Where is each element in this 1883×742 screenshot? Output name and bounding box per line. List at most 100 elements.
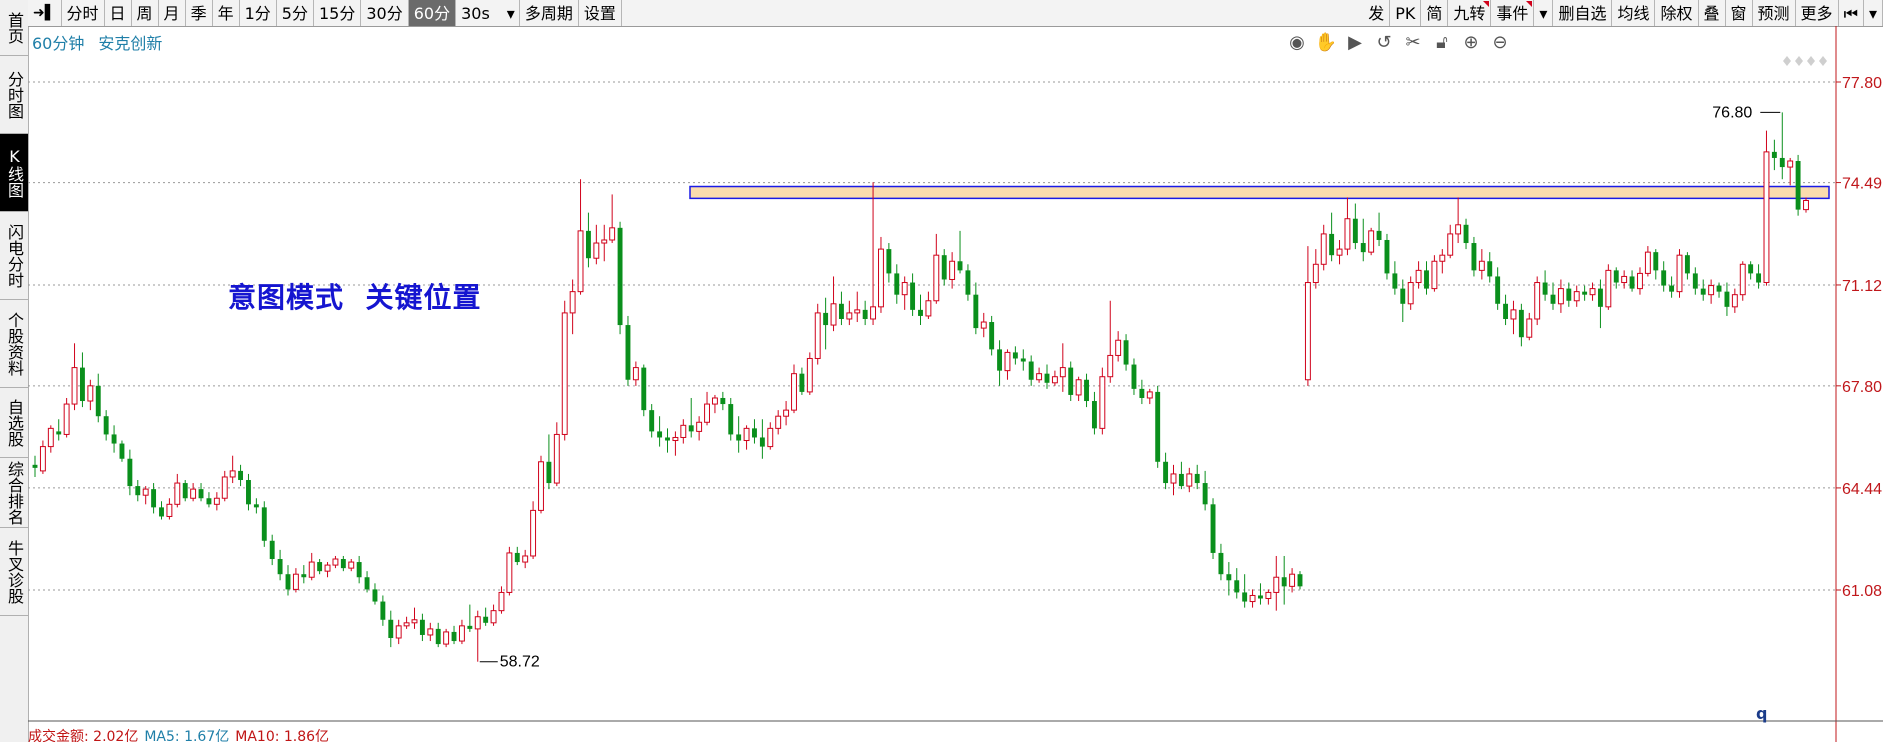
candle-body [736, 434, 742, 441]
function-button-7[interactable]: 除权 [1655, 0, 1699, 26]
y-tick-label: 71.12 [1842, 278, 1882, 295]
function-button-10[interactable]: 预测 [1753, 0, 1796, 26]
candle-body [458, 625, 465, 642]
period-button-7[interactable]: 5分 [277, 0, 314, 26]
candle-body [1716, 285, 1722, 292]
zoom-in-icon[interactable]: ⊕ [1463, 31, 1479, 53]
candle-body [632, 367, 639, 381]
candle-body [356, 562, 362, 578]
candle-body [395, 625, 402, 639]
period-button-11[interactable]: 30s ▾ [456, 0, 520, 26]
hand-icon[interactable]: ✋ [1314, 31, 1338, 53]
period-button-1[interactable]: 日 [105, 0, 132, 26]
candle-body [593, 242, 600, 259]
candle-body [1589, 288, 1596, 296]
zoom-out-icon[interactable]: ⊖ [1492, 31, 1508, 53]
period-button-13[interactable]: 设置 [579, 0, 622, 26]
candle-body [1012, 352, 1018, 359]
function-button-11[interactable]: 更多 [1796, 0, 1839, 26]
period-button-label: 月 [163, 3, 180, 23]
left-nav-item-5[interactable]: 自选股 [0, 388, 28, 458]
eye-icon[interactable]: ◉ [1289, 31, 1305, 53]
period-button-5[interactable]: 年 [213, 0, 240, 26]
left-nav-item-0[interactable]: 首页 [0, 0, 28, 56]
candle-body [1226, 574, 1232, 581]
more-dropdown-icon[interactable]: ▾ [1864, 0, 1883, 26]
period-button-10[interactable]: 60分 [408, 0, 457, 26]
candle-body [1075, 379, 1082, 396]
y-tick-label: 64.44 [1842, 481, 1882, 498]
candle-body [1249, 594, 1256, 603]
function-button-8[interactable]: 叠 [1699, 0, 1726, 26]
period-button-12[interactable]: 多周期 [520, 0, 579, 26]
candle-body [711, 397, 718, 405]
period-button-6[interactable]: 1分 [240, 0, 277, 26]
scissors-icon[interactable]: ✂ [1405, 31, 1421, 53]
candle-body [1771, 151, 1777, 158]
candle-body [301, 574, 307, 578]
period-button-4[interactable]: 季 [186, 0, 213, 26]
candle-body [918, 309, 923, 316]
candle-body [1407, 282, 1414, 305]
chart-header: 60分钟 安克创新 [32, 30, 162, 54]
candle-body [1304, 282, 1311, 381]
candle-body [965, 270, 971, 295]
candle-body [617, 227, 623, 326]
left-nav-item-4[interactable]: 个股资料 [0, 300, 28, 388]
period-button-3[interactable]: 月 [159, 0, 186, 26]
candle-body [775, 415, 782, 429]
period-button-label: 设置 [583, 3, 616, 23]
left-nav-item-2[interactable]: K线图 [0, 134, 28, 212]
candle-body [1107, 354, 1114, 378]
dropdown-arrow-icon[interactable]: ▾ [506, 3, 515, 23]
kline-chart[interactable]: 77.80 74.49 71.12 67.80 64.44 61.08 76.80 58.72… [28, 26, 1883, 742]
undo-icon[interactable]: ↺ [1376, 31, 1392, 53]
function-button-3[interactable]: 九转 [1448, 0, 1492, 26]
candle-body [292, 573, 299, 590]
turnover-label: 成交金额: 2.02亿 [28, 729, 139, 742]
play-icon[interactable]: ▶ [1348, 31, 1362, 53]
function-button-5[interactable]: 删自选 [1553, 0, 1613, 26]
chart-annotation: 意图模式 关键位置 [228, 281, 482, 314]
period-button-8[interactable]: 15分 [314, 0, 362, 26]
left-nav-item-1[interactable]: 分时图 [0, 56, 28, 134]
candle-body [1597, 288, 1603, 307]
candle-body [1787, 160, 1794, 168]
candle-body [427, 628, 434, 636]
candle-body [1194, 473, 1200, 484]
left-nav-item-7[interactable]: 牛叉诊股 [0, 528, 28, 616]
candle-body [1336, 248, 1343, 256]
ma5-label: MA5: 1.67亿 [144, 729, 230, 742]
function-button-label: PK [1395, 3, 1416, 23]
function-button-1[interactable]: PK [1390, 0, 1422, 26]
candle-body [799, 373, 805, 392]
key-zone-box [689, 185, 1830, 200]
candle-body [910, 282, 916, 310]
candle-body [1123, 340, 1129, 365]
function-button-9[interactable]: 窗 [1726, 0, 1753, 26]
jump-first-icon[interactable]: ⏮ [1839, 0, 1864, 26]
left-nav-item-6[interactable]: 综合排名 [0, 458, 28, 528]
function-button-6[interactable]: 均线 [1612, 0, 1656, 26]
function-button-4[interactable]: 事件 [1491, 0, 1535, 26]
candle-body [1139, 388, 1145, 398]
period-button-2[interactable]: 周 [132, 0, 159, 26]
function-button-label: 简 [1426, 3, 1443, 23]
period-button-9[interactable]: 30分 [361, 0, 409, 26]
period-button-0[interactable]: 分时 [62, 0, 105, 26]
period-button-label: 60分 [413, 3, 451, 23]
candle-body [174, 482, 181, 505]
function-button-0[interactable]: 发 [1363, 0, 1391, 26]
left-nav-item-3[interactable]: 闪电分时 [0, 212, 28, 300]
candle-body [1210, 504, 1216, 553]
candle-body [980, 321, 987, 329]
candle-body [641, 367, 647, 411]
function-button-2[interactable]: 简 [1421, 0, 1449, 26]
lock-icon[interactable]: 🔓︎ [1436, 31, 1448, 53]
sidebar-toggle-icon[interactable]: ➜▌ [28, 0, 62, 26]
candle-body [443, 631, 450, 645]
period-toolbar: ➜▌ 分时日周月季年 1分 5分 15分 30分 60分 30s ▾ 多周期 设置 [28, 0, 622, 26]
candle-body [854, 309, 861, 314]
chart-canvas[interactable]: 77.80 74.49 71.12 67.80 64.44 61.08 76.80 58.72 [28, 26, 1883, 742]
chevron-down-icon[interactable]: ▾ [1534, 0, 1554, 26]
